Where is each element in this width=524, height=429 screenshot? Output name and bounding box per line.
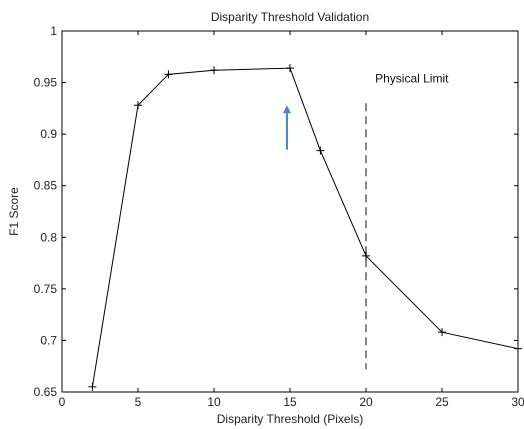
arrow-up-icon — [282, 105, 291, 114]
physical-limit-label: Physical Limit — [375, 72, 449, 86]
data-point — [362, 251, 370, 260]
series-layer — [88, 64, 522, 391]
data-point — [210, 66, 218, 75]
x-tick-label: 15 — [283, 395, 297, 409]
y-tick-label: 0.75 — [34, 282, 58, 296]
series-line — [91, 67, 519, 387]
y-tick-label: 0.95 — [34, 76, 58, 90]
y-tick-label: 1 — [50, 24, 57, 38]
y-tick-label: 0.7 — [40, 333, 57, 347]
x-tick-label: 10 — [207, 395, 221, 409]
chart-title: Disparity Threshold Validation — [211, 10, 369, 24]
x-tick-label: 20 — [359, 395, 373, 409]
x-tick-label: 30 — [511, 395, 524, 409]
data-point — [316, 146, 325, 155]
x-tick-label: 5 — [135, 395, 142, 409]
x-tick-label: 0 — [59, 395, 66, 409]
y-tick-label: 0.8 — [40, 230, 57, 244]
plot-frame — [61, 30, 519, 393]
data-point — [438, 328, 446, 337]
y-tick-label: 0.9 — [40, 127, 57, 141]
x-axis-title: Disparity Threshold (Pixels) — [217, 412, 364, 426]
y-tick-label: 0.85 — [34, 179, 58, 193]
data-point — [164, 70, 173, 79]
data-point — [88, 382, 97, 391]
data-point — [514, 344, 522, 353]
data-point — [134, 101, 142, 110]
y-tick-label: 0.65 — [34, 385, 58, 399]
tick-layer: 0 5 10 15 20 25 30 0.65 0.7 0.75 0.8 0.85 0.9 0.95 1 — [34, 24, 524, 409]
y-axis-title: F1 Score — [7, 187, 21, 236]
annotation-layer: Physical Limit — [282, 72, 449, 370]
x-tick-label: 25 — [435, 395, 449, 409]
data-point — [286, 64, 294, 73]
